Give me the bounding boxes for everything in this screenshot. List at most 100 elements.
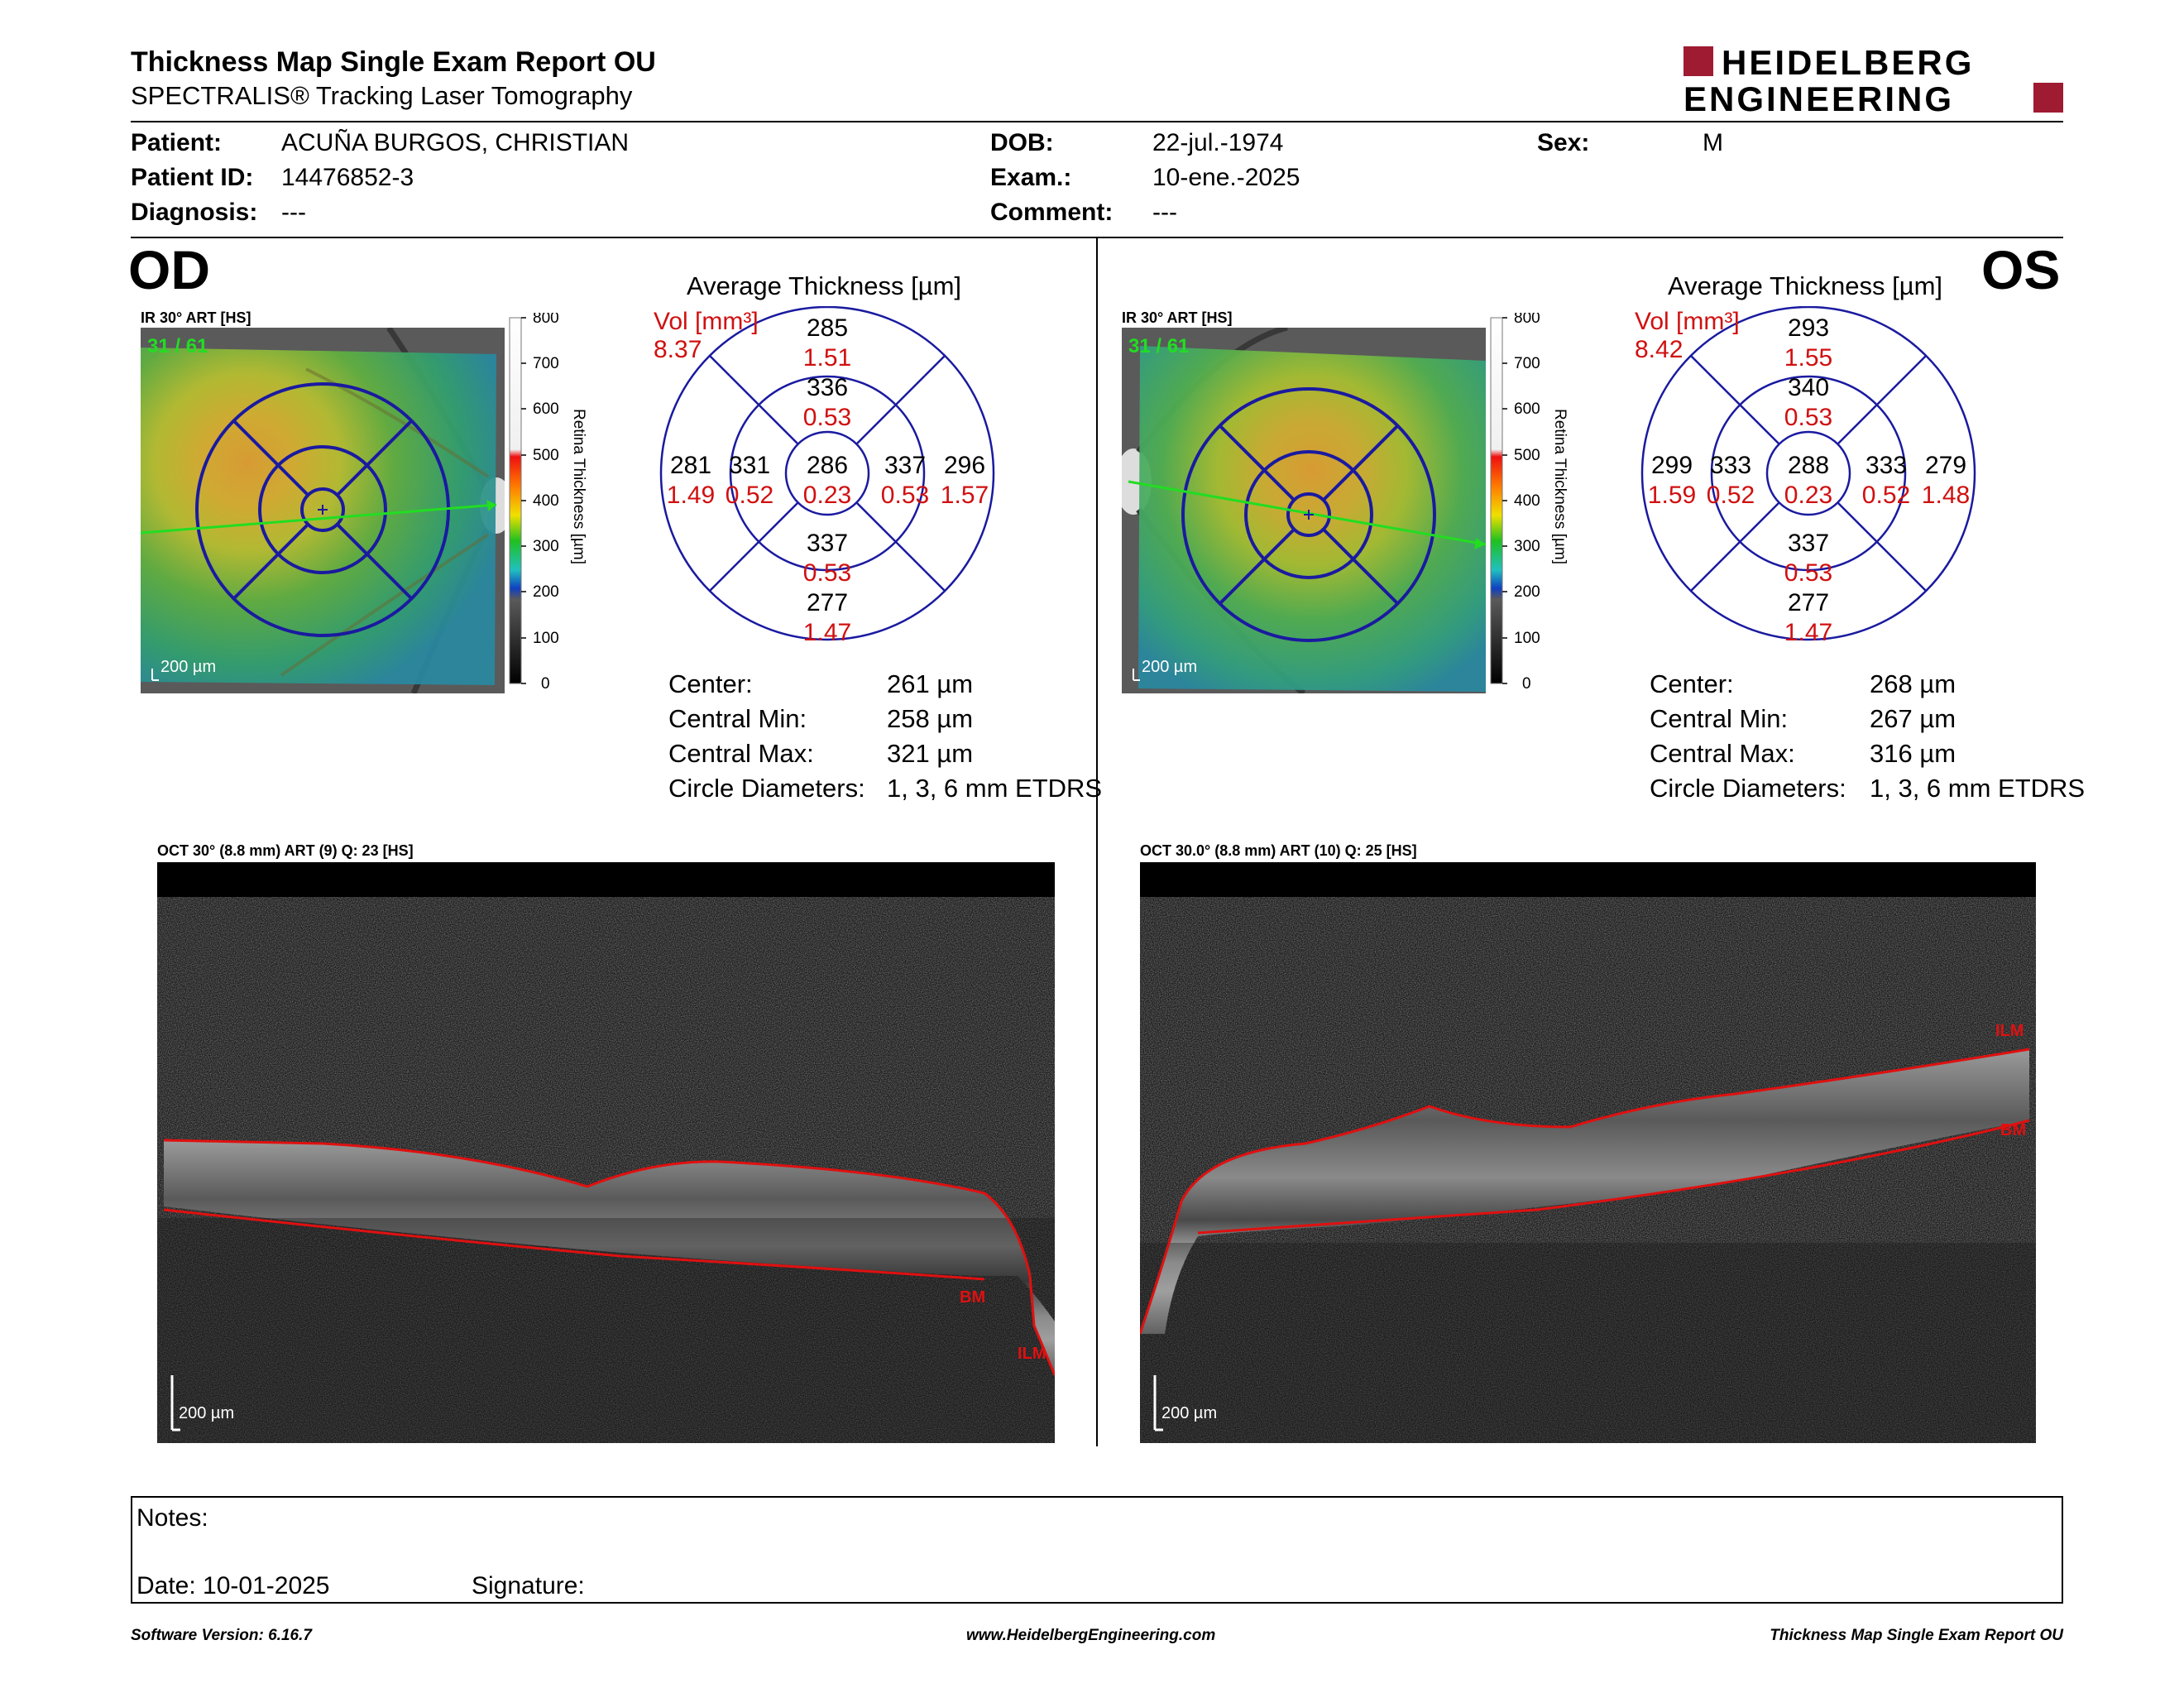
od-ilm-label: ILM — [1018, 1345, 1046, 1363]
comment-value: --- — [1152, 199, 1177, 226]
os-inf-inner-volume: 0.53 — [1784, 559, 1832, 587]
os-colorbar-tick-600: 600 — [1514, 400, 1540, 418]
dob-value: 22-jul.-1974 — [1152, 129, 1284, 156]
logo-line1: HEIDELBERG — [1722, 45, 1974, 82]
os-eye-label: OS — [1981, 239, 2061, 300]
exam-label: Exam.: — [990, 164, 1072, 191]
od-center-label: Center: — [668, 669, 753, 698]
od-nas-inner-volume: 0.52 — [726, 482, 774, 509]
od-vol-label: Vol [mm³] — [654, 308, 759, 335]
od-bm-label: BM — [960, 1288, 985, 1307]
od-fundus-image: 31 / 61 200 µm — [140, 326, 513, 695]
report-title: Thickness Map Single Exam Report OU — [131, 46, 656, 78]
os-min-label: Central Min: — [1650, 704, 1789, 733]
od-max-label: Central Max: — [668, 739, 814, 768]
os-nas-outer-thickness: 299 — [1651, 452, 1693, 479]
os-vol-total: 8.42 — [1635, 336, 1684, 363]
od-nas-outer-thickness: 281 — [670, 452, 711, 479]
colorbar-tick-300: 300 — [533, 538, 559, 555]
od-ir-label: IR 30° ART [HS] — [141, 309, 251, 326]
os-avg-thickness-title: Average Thickness [µm] — [1668, 271, 1943, 300]
od-sup-inner-thickness: 336 — [807, 374, 848, 401]
os-colorbar-tick-400: 400 — [1514, 492, 1540, 510]
od-min-label: Central Min: — [668, 704, 807, 733]
colorbar-tick-500: 500 — [533, 447, 559, 464]
notes-label: Notes: — [136, 1504, 208, 1532]
os-inf-outer-thickness: 277 — [1788, 589, 1829, 616]
od-center-thickness: 286 — [807, 452, 848, 479]
eye-divider — [1096, 238, 1098, 1446]
od-stats: Center: Central Min: Central Max: Circle… — [668, 667, 865, 806]
od-oct-label: OCT 30° (8.8 mm) ART (9) Q: 23 [HS] — [157, 842, 414, 859]
sex-label: Sex: — [1537, 129, 1590, 156]
od-inf-outer-volume: 1.47 — [803, 619, 851, 646]
os-colorbar-tick-700: 700 — [1514, 355, 1540, 372]
os-nas-inner-thickness: 333 — [1710, 452, 1751, 479]
os-sup-outer-thickness: 293 — [1788, 314, 1829, 342]
os-colorbar-tick-0: 0 — [1522, 675, 1531, 693]
os-tem-inner-volume: 0.52 — [1862, 482, 1910, 509]
colorbar-tick-800: 800 — [533, 313, 559, 327]
os-center-thickness: 288 — [1788, 452, 1829, 479]
os-oct-bscan: ILM BM 200 µm — [1138, 862, 2036, 1443]
os-fundus-scale: 200 µm — [1142, 658, 1197, 676]
os-vol-label: Vol [mm³] — [1635, 308, 1740, 335]
os-etdrs-grid: 293 1.55 340 0.53 299 1.59 333 0.52 288 … — [1635, 305, 1990, 654]
od-nas-outer-volume: 1.49 — [667, 482, 715, 509]
os-tem-inner-thickness: 333 — [1866, 452, 1907, 479]
od-frame-counter: 31 / 61 — [147, 335, 208, 357]
od-etdrs-grid: 285 1.51 336 0.53 281 1.49 331 0.52 286 … — [654, 305, 1009, 654]
os-sup-inner-volume: 0.53 — [1784, 404, 1832, 431]
diagnosis-label: Diagnosis: — [131, 199, 258, 226]
od-avg-thickness-title: Average Thickness [µm] — [687, 271, 962, 300]
od-nas-inner-thickness: 331 — [729, 452, 770, 479]
os-center-label: Center: — [1650, 669, 1734, 698]
os-tem-outer-volume: 1.48 — [1922, 482, 1970, 509]
colorbar-label: Retina Thickness [µm] — [570, 409, 587, 564]
od-stats-values: 261 µm 258 µm 321 µm 1, 3, 6 mm ETDRS — [887, 667, 1102, 806]
os-colorbar-tick-300: 300 — [1514, 538, 1540, 555]
od-inf-outer-thickness: 277 — [807, 589, 848, 616]
od-inf-inner-volume: 0.53 — [803, 559, 851, 587]
os-nas-outer-volume: 1.59 — [1648, 482, 1696, 509]
od-sup-outer-volume: 1.51 — [803, 344, 851, 372]
os-colorbar-tick-200: 200 — [1514, 583, 1540, 601]
diagnosis-value: --- — [281, 199, 306, 226]
os-oct-label: OCT 30.0° (8.8 mm) ART (10) Q: 25 [HS] — [1140, 842, 1417, 859]
footer-website[interactable]: www.HeidelbergEngineering.com — [966, 1627, 1216, 1644]
footer-report-name: Thickness Map Single Exam Report OU — [1770, 1627, 2063, 1644]
patient-name: ACUÑA BURGOS, CHRISTIAN — [281, 129, 630, 156]
os-stats-values: 268 µm 267 µm 316 µm 1, 3, 6 mm ETDRS — [1870, 667, 2085, 806]
od-eye-label: OD — [128, 239, 210, 300]
patient-id: 14476852-3 — [281, 164, 414, 191]
patient-label: Patient: — [131, 129, 223, 156]
os-ilm-label: ILM — [1995, 1022, 2024, 1040]
colorbar-tick-400: 400 — [533, 492, 559, 510]
footer-software-version: Software Version: 6.16.7 — [131, 1627, 312, 1644]
os-bm-label: BM — [2000, 1121, 2026, 1139]
os-max-value: 316 µm — [1870, 739, 1956, 768]
os-diam-label: Circle Diameters: — [1650, 774, 1846, 803]
od-oct-bscan: BM ILM 200 µm — [157, 862, 1056, 1443]
colorbar-tick-700: 700 — [533, 355, 559, 372]
dob-label: DOB: — [990, 129, 1054, 156]
os-center-value: 268 µm — [1870, 669, 1956, 698]
os-center-volume: 0.23 — [1784, 482, 1832, 509]
od-min-value: 258 µm — [887, 704, 974, 733]
os-ir-label: IR 30° ART [HS] — [1122, 309, 1233, 326]
os-fundus-image: 31 / 61 200 µm — [1115, 324, 1487, 696]
os-min-value: 267 µm — [1870, 704, 1956, 733]
od-tem-outer-volume: 1.57 — [941, 482, 989, 509]
od-tem-inner-volume: 0.53 — [881, 482, 929, 509]
od-diam-value: 1, 3, 6 mm ETDRS — [887, 774, 1103, 803]
patient-id-label: Patient ID: — [131, 164, 254, 191]
notes-box[interactable] — [131, 1496, 2063, 1604]
od-sup-outer-thickness: 285 — [807, 314, 848, 342]
os-diam-value: 1, 3, 6 mm ETDRS — [1870, 774, 2086, 803]
os-sup-inner-thickness: 340 — [1788, 374, 1829, 401]
os-thickness-colorbar: 800 700 600 500 400 300 200 100 0 Retina… — [1486, 309, 1577, 693]
os-frame-counter: 31 / 61 — [1128, 335, 1189, 357]
os-colorbar-tick-800: 800 — [1514, 313, 1540, 327]
os-colorbar-tick-500: 500 — [1514, 447, 1540, 464]
heidelberg-logo: HEIDELBERG ENGINEERING — [1684, 43, 2064, 118]
